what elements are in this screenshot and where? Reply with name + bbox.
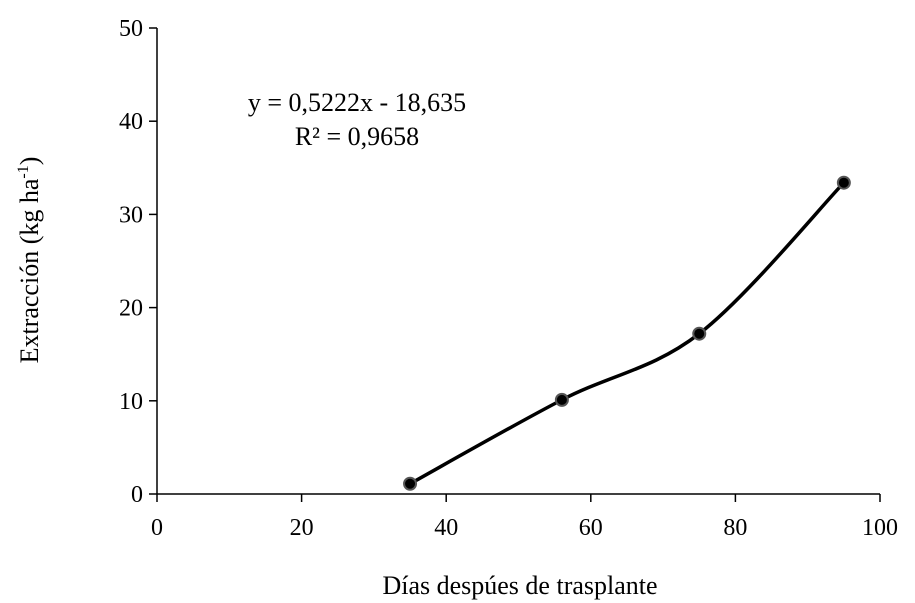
x-tick-label: 100 xyxy=(862,515,898,541)
y-axis-ticks: 0 10 20 30 40 50 xyxy=(119,16,157,508)
y-axis-title-superscript: -1 xyxy=(15,165,32,178)
x-tick-label: 60 xyxy=(579,515,603,541)
x-tick-label: 0 xyxy=(151,515,163,541)
y-tick-label: 10 xyxy=(119,389,143,415)
trendline-equation: y = 0,5222x - 18,635 xyxy=(248,88,466,117)
data-point xyxy=(554,392,569,407)
y-axis-title: Extracción (kg ha-1) xyxy=(15,157,44,364)
x-tick-label: 40 xyxy=(434,515,458,541)
x-axis-title: Días despúes de trasplante xyxy=(382,571,657,600)
data-point xyxy=(403,476,418,491)
y-axis-title-suffix: ) xyxy=(15,157,44,166)
x-tick-label: 20 xyxy=(290,515,314,541)
y-tick-label: 40 xyxy=(119,109,143,135)
data-point xyxy=(836,175,851,190)
data-markers xyxy=(403,175,851,491)
y-tick-label: 0 xyxy=(131,482,143,508)
x-axis-ticks: 0 20 40 60 80 100 xyxy=(151,494,898,541)
data-point xyxy=(692,326,707,341)
x-tick-label: 80 xyxy=(723,515,747,541)
y-tick-label: 50 xyxy=(119,16,143,42)
series-line xyxy=(408,180,846,486)
y-tick-label: 20 xyxy=(119,296,143,322)
y-axis-title-main: Extracción (kg ha xyxy=(15,178,44,363)
r-squared-label: R² = 0,9658 xyxy=(295,122,419,151)
y-tick-label: 30 xyxy=(119,202,143,228)
